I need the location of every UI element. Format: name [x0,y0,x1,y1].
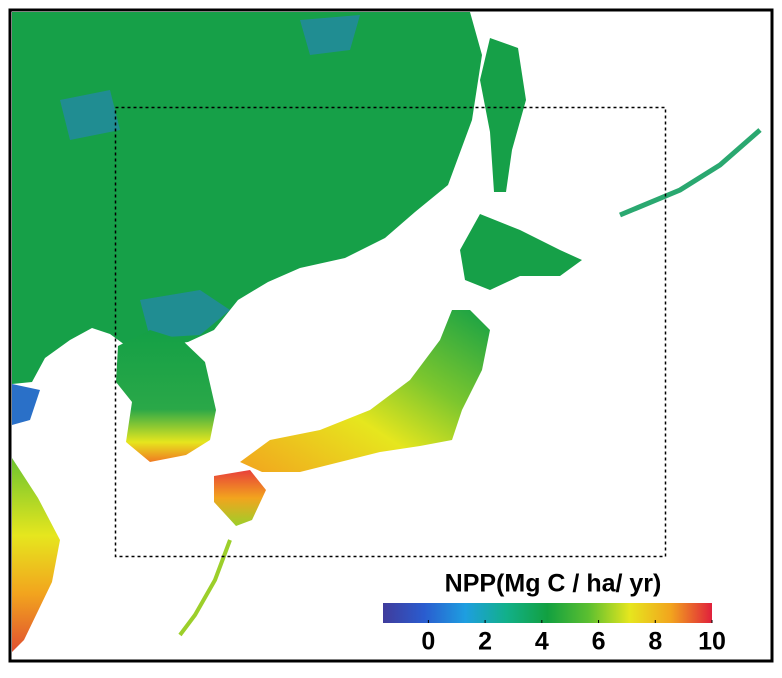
colorbar-tick-label: 2 [478,628,492,656]
ryukyu [178,539,232,637]
honshu [240,310,490,472]
kuril [619,128,762,218]
colorbar-tick-label: 4 [535,628,549,656]
focus-region [114,106,667,558]
kyushu [214,470,266,526]
sakhalin [480,38,526,192]
mainland [12,12,482,384]
colorbar [383,603,712,623]
colorbar-tick-label: 0 [421,628,435,656]
west-coast [12,384,40,425]
colorbar-tick-label: 8 [648,628,662,656]
korea [116,330,216,462]
mainland-blue [60,15,360,338]
land [12,12,762,652]
frame [8,8,774,663]
colorbar-tick-label: 10 [698,628,726,656]
south-china [12,458,60,652]
legend-title: NPP(Mg C / ha/ yr) [445,570,662,598]
hokkaido [460,214,582,290]
colorbar-tick-label: 6 [592,628,606,656]
legend: NPP(Mg C / ha/ yr) 0 2 4 6 8 10 [383,570,726,656]
